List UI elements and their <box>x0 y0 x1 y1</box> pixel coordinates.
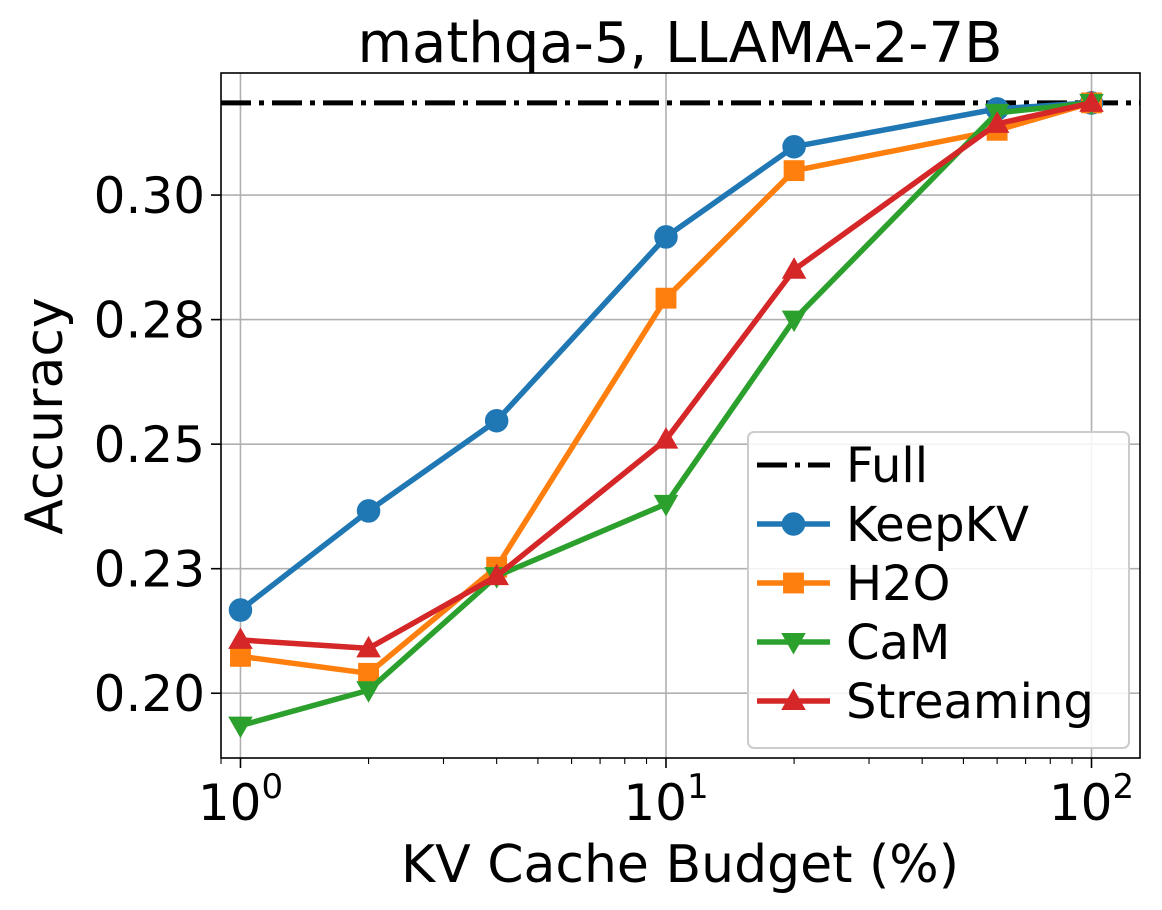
x-tick-label: 101 <box>623 767 708 832</box>
series-layer <box>228 90 1104 739</box>
data-point-streaming <box>653 427 679 449</box>
axes-frame <box>220 72 1141 759</box>
legend-marker-streaming <box>781 688 806 710</box>
x-tick-label: 100 <box>198 767 283 832</box>
legend-marker-keepkv <box>781 512 806 536</box>
data-point-h2o <box>655 287 677 309</box>
legend-item-streaming: Streaming <box>757 674 1094 730</box>
y-tick-label: 0.23 <box>94 541 205 599</box>
data-point-cam <box>653 494 679 517</box>
legend-label-cam: CaM <box>846 615 950 671</box>
data-point-keepkv <box>654 225 678 249</box>
legend-item-h2o: H2O <box>757 556 950 612</box>
y-tick-label: 0.30 <box>94 167 205 225</box>
data-point-streaming <box>484 563 509 586</box>
y-tick-label: 0.28 <box>94 292 205 350</box>
data-point-keepkv <box>356 499 381 523</box>
data-point-streaming <box>781 257 807 279</box>
legend-marker-h2o <box>783 572 804 594</box>
data-point-keepkv <box>484 408 509 433</box>
legend-item-keepkv: KeepKV <box>757 497 1029 553</box>
data-point-h2o <box>230 645 251 667</box>
legend-item-cam: CaM <box>757 615 950 671</box>
y-axis-label: Accuracy <box>15 297 75 534</box>
data-point-streaming <box>228 627 253 649</box>
data-point-cam <box>228 716 253 739</box>
series-streaming <box>228 90 1104 658</box>
grid <box>221 73 1140 758</box>
data-point-h2o <box>358 662 379 684</box>
data-point-keepkv <box>782 134 806 159</box>
data-point-cam <box>356 681 381 703</box>
data-point-streaming <box>356 635 381 658</box>
legend-marker-cam <box>781 633 806 655</box>
legend-box <box>747 431 1130 749</box>
data-point-streaming <box>1079 90 1104 112</box>
data-point-keepkv <box>228 598 253 622</box>
ticks: 100 101 102 0.20 0.23 0.25 0.28 0.30 <box>94 167 1134 832</box>
legend-item-full: Full <box>757 438 928 494</box>
legend-label-full: Full <box>846 438 928 494</box>
data-point-h2o <box>783 160 805 182</box>
x-axis-label: KV Cache Budget (%) <box>401 835 959 895</box>
y-tick-label: 0.20 <box>94 665 205 723</box>
data-point-cam <box>781 310 807 333</box>
data-point-streaming <box>984 111 1010 133</box>
x-tick-label: 102 <box>1049 767 1134 832</box>
legend-label-streaming: Streaming <box>846 674 1094 730</box>
legend-label-h2o: H2O <box>846 556 950 612</box>
y-tick-label: 0.25 <box>94 416 205 474</box>
chart-title: mathqa-5, LLAMA-2-7B <box>357 11 1002 76</box>
legend-label-keepkv: KeepKV <box>846 497 1029 553</box>
